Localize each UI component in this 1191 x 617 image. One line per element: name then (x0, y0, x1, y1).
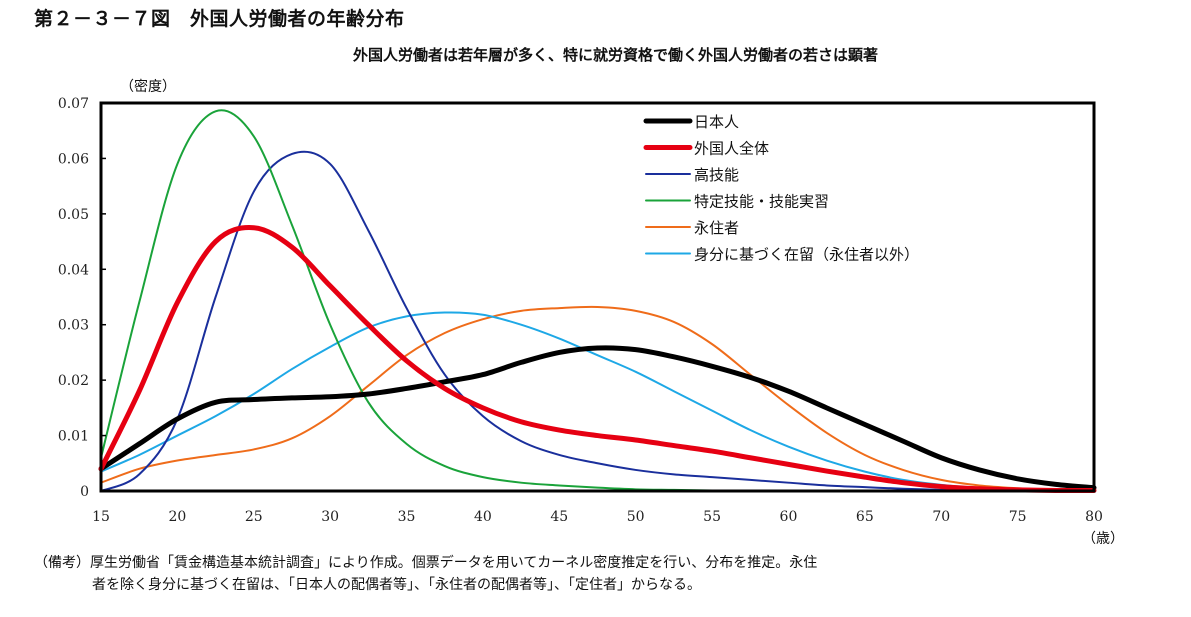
note-line-2: 者を除く身分に基づく在留は、「日本人の配偶者等」、「永住者の配偶者等」、「定住者… (92, 577, 701, 593)
x-tick-label: 55 (703, 509, 721, 525)
y-tick-label: 0.06 (58, 151, 89, 167)
series-line-0 (98, 345, 1097, 491)
y-tick-label: 0.07 (58, 96, 89, 112)
x-tick-label: 15 (92, 509, 110, 525)
figure-title: 第２－３－７図 外国人労働者の年齢分布 (34, 8, 405, 30)
x-tick-label: 70 (932, 509, 950, 525)
series-line-1 (98, 225, 1097, 493)
y-tick-label: 0.01 (58, 429, 89, 445)
y-tick-label: 0.03 (58, 318, 89, 334)
y-axis-label: （密度） (120, 79, 176, 95)
legend-label: 永住者 (694, 219, 739, 237)
legend-label: 身分に基づく在留（永住者以外） (694, 246, 919, 264)
x-tick-label: 65 (856, 509, 874, 525)
x-tick-label: 60 (780, 509, 798, 525)
figure-subtitle: 外国人労働者は若年層が多く、特に就労資格で働く外国人労働者の若さは顕著 (352, 46, 878, 64)
x-axis-label: （歳） (1082, 531, 1124, 547)
y-tick-label: 0.02 (58, 373, 89, 389)
x-tick-label: 20 (168, 509, 186, 525)
x-tick-label: 80 (1085, 509, 1103, 525)
note-line-1: （備考）厚生労働省「賃金構造基本統計調査」により作成。個票データを用いてカーネル… (34, 555, 818, 571)
series-line-4 (100, 305, 1095, 492)
x-tick-label: 30 (321, 509, 339, 525)
x-tick-label: 75 (1009, 509, 1027, 525)
y-tick-label: 0 (80, 484, 89, 500)
x-tick-label: 40 (474, 509, 492, 525)
series-line-2 (100, 150, 1095, 493)
legend-label: 日本人 (694, 113, 739, 131)
x-tick-label: 50 (627, 509, 645, 525)
legend-label: 外国人全体 (694, 140, 769, 158)
y-tick-label: 0.05 (58, 207, 89, 223)
y-tick-label: 0.04 (58, 262, 89, 278)
legend-label: 特定技能・技能実習 (694, 193, 829, 211)
x-tick-label: 25 (245, 509, 263, 525)
legend-label: 高技能 (694, 166, 739, 184)
x-tick-label: 45 (550, 509, 568, 525)
figure-note: （備考）厚生労働省「賃金構造基本統計調査」により作成。個票データを用いてカーネル… (34, 552, 817, 596)
plot-frame (99, 101, 1096, 493)
x-tick-label: 35 (398, 509, 416, 525)
